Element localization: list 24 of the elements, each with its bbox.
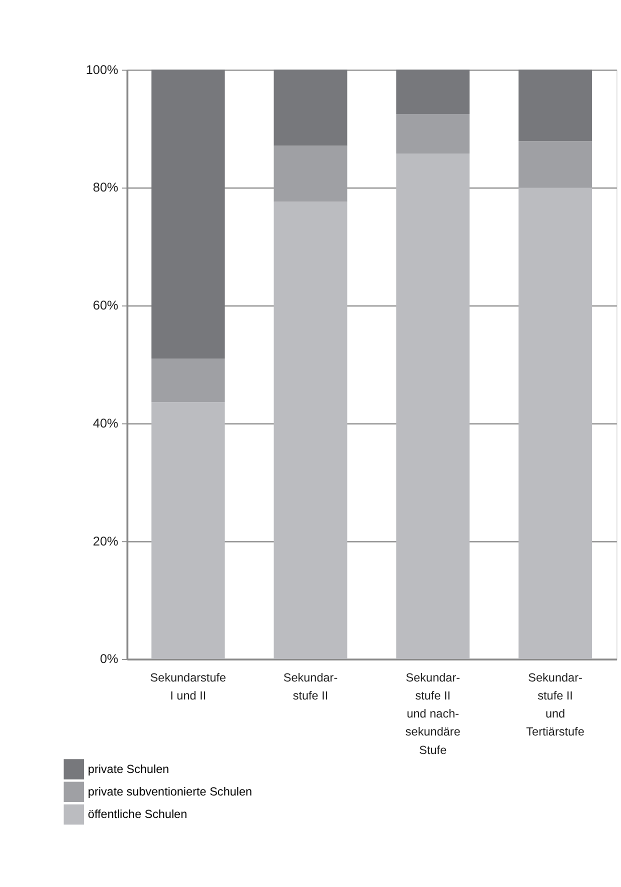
bar	[151, 402, 225, 660]
x-tick-label: Sekundar- stufe II	[283, 671, 338, 702]
x-tick-label: Sekundar- stufe II und nach- sekundäre Stufe	[405, 671, 461, 757]
legend-label: private Schulen	[88, 762, 170, 776]
y-tick-label: 60%	[92, 298, 118, 313]
x-tick-label: Sekundarstufe I und II	[150, 671, 227, 702]
bar	[396, 114, 470, 154]
bar	[274, 202, 348, 660]
y-tick-label: 80%	[92, 180, 118, 195]
bar	[518, 141, 592, 188]
y-tick-label: 40%	[92, 416, 118, 430]
bar	[151, 358, 225, 402]
y-tick-label: 100%	[86, 62, 118, 77]
bar	[274, 70, 348, 146]
bar	[151, 70, 225, 359]
legend-label: öffentliche Schulen	[88, 808, 188, 822]
x-tick-label: Sekundar- stufe II und Tertiärstufe	[526, 671, 585, 739]
y-tick-label: 0%	[100, 652, 118, 666]
bar	[518, 188, 592, 660]
legend-label: private subventionierte Schulen	[88, 786, 252, 798]
bar	[518, 70, 592, 142]
y-tick-label: 20%	[92, 534, 118, 548]
bar	[396, 153, 470, 660]
bar	[396, 70, 470, 114]
